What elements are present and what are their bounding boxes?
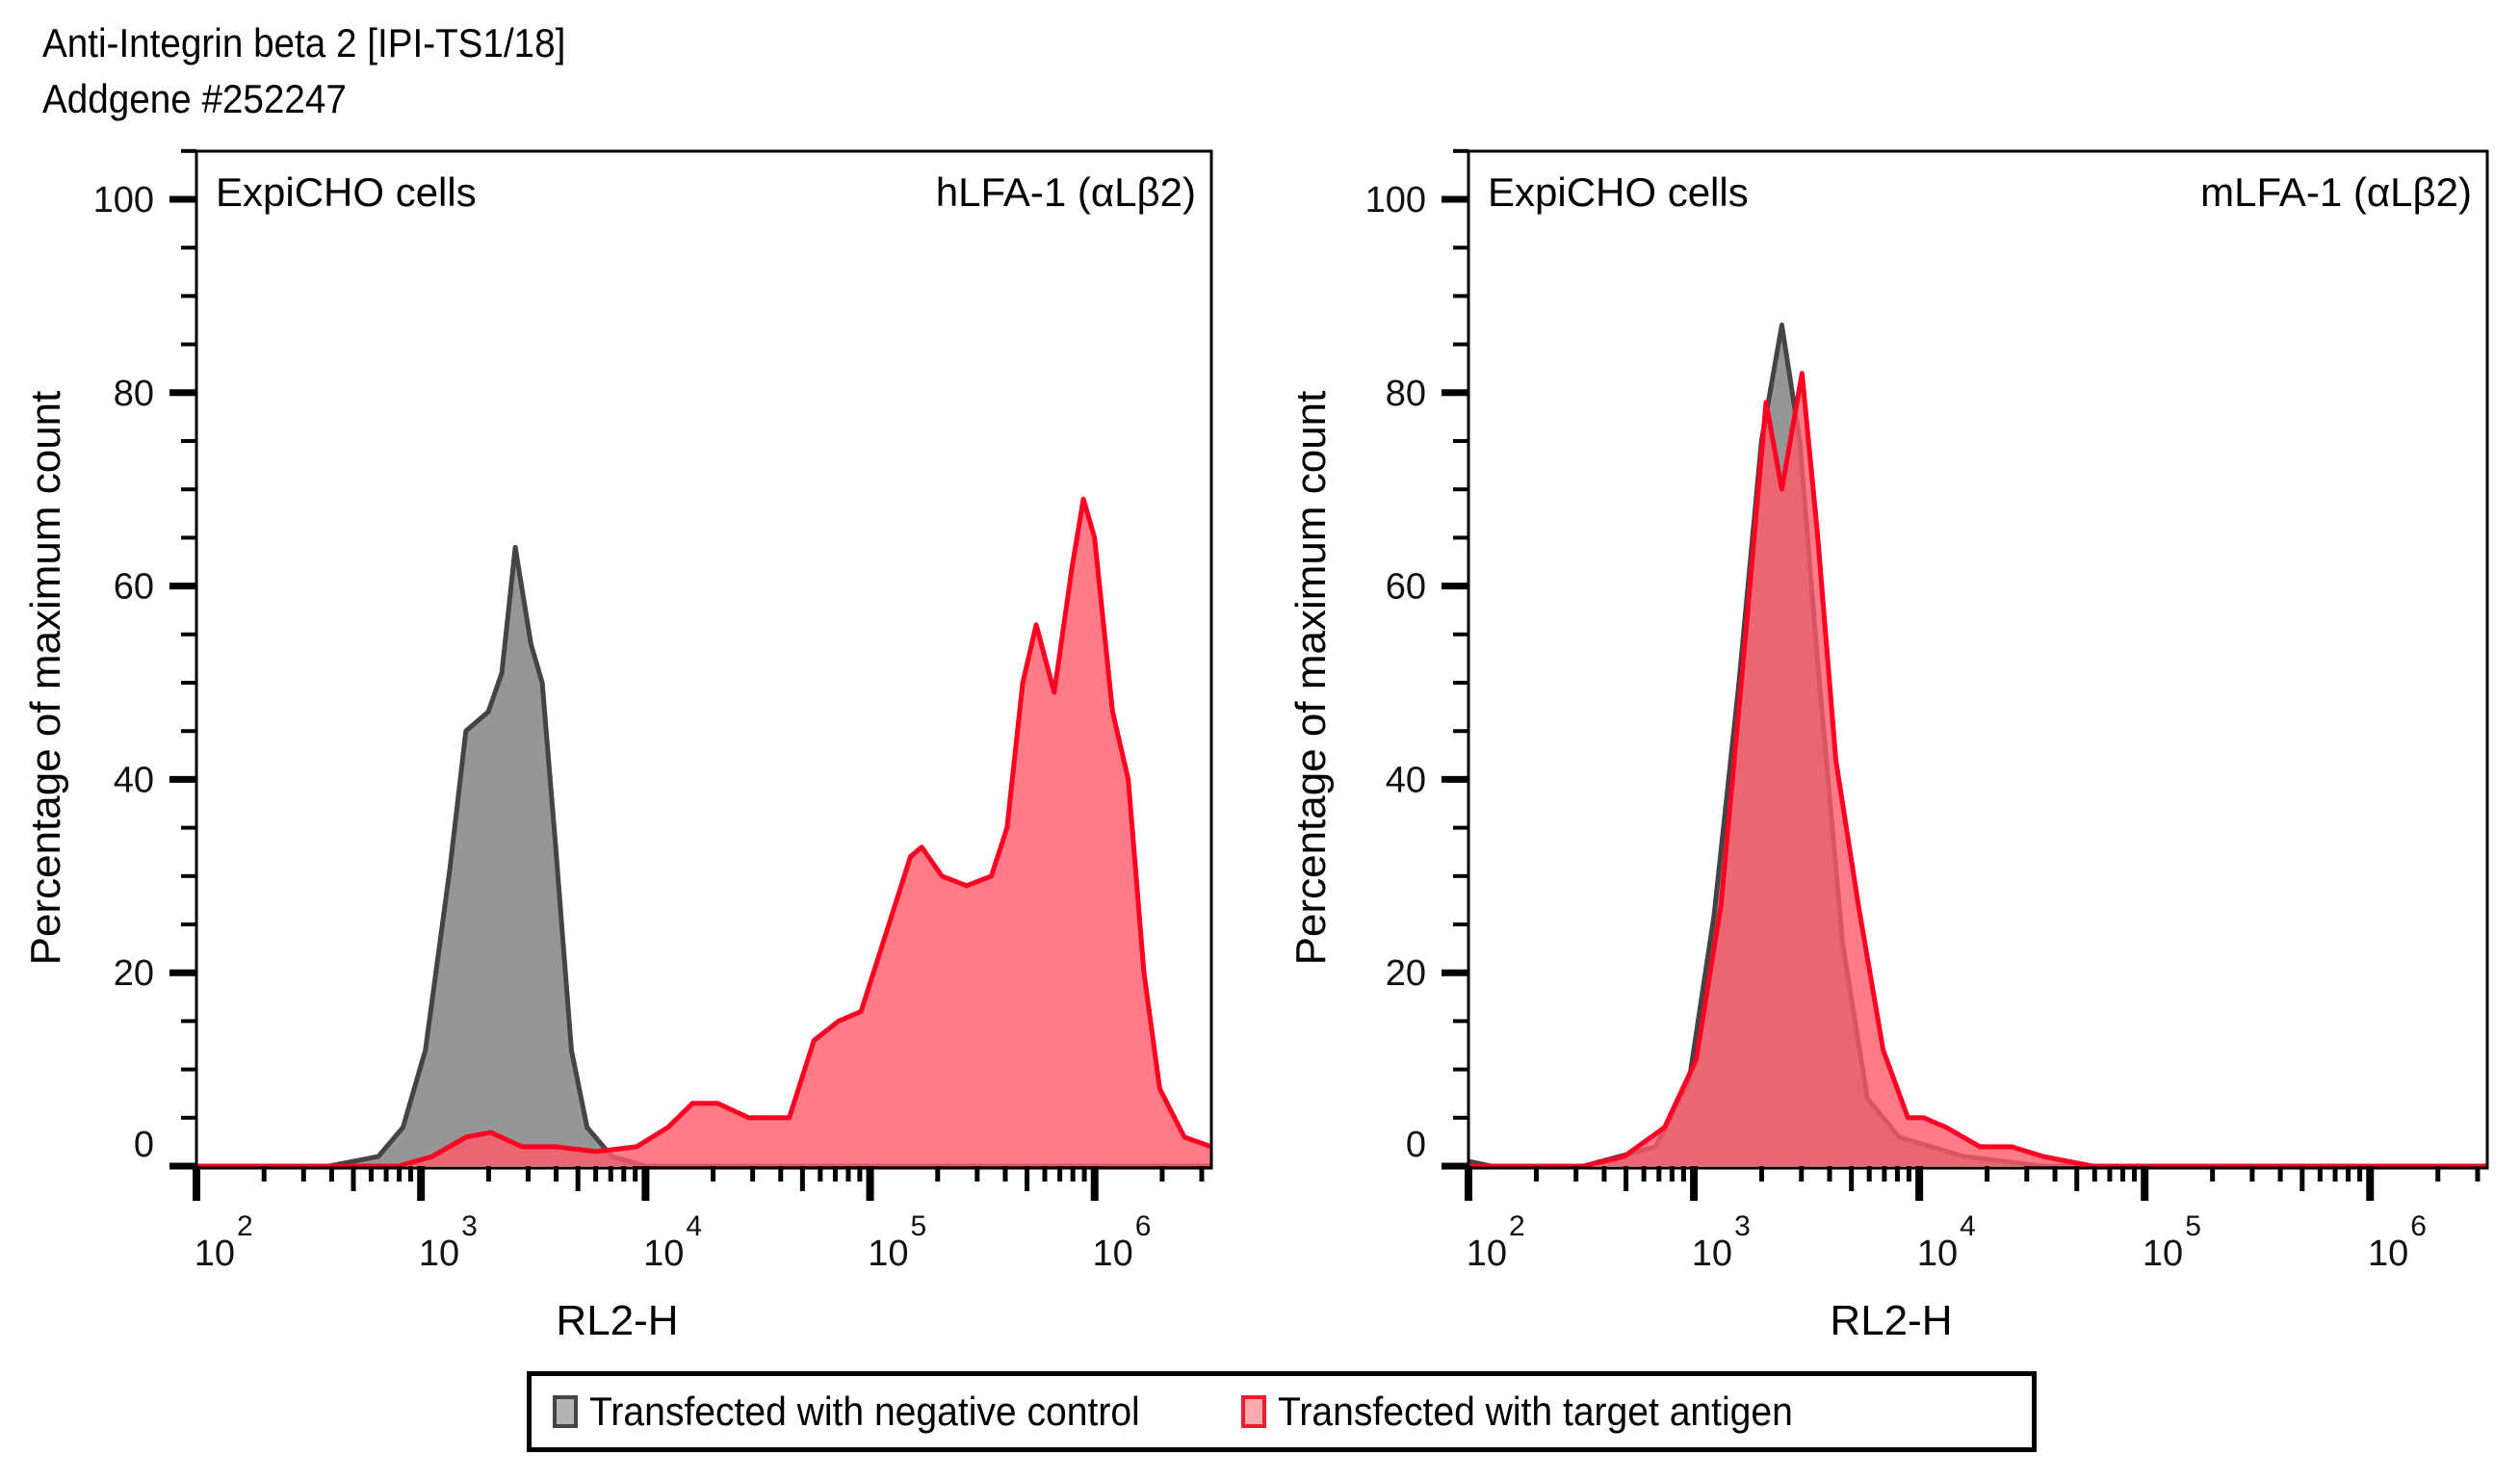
y-tick-label: 20: [1386, 953, 1426, 994]
x-tick-label-base: 10: [868, 1234, 908, 1274]
y-tick-label: 0: [1406, 1125, 1426, 1165]
legend-swatch-control: [553, 1395, 578, 1428]
legend-item-control: Transfected with negative control: [553, 1389, 1182, 1435]
y-tick-label: 60: [1386, 567, 1426, 608]
legend-swatch-target: [1240, 1395, 1266, 1428]
y-tick-label: 20: [114, 953, 154, 994]
series-line-target: [196, 496, 1212, 1169]
x-axis-title: RL2-H: [1830, 1297, 1952, 1344]
x-tick-label-base: 10: [1692, 1234, 1732, 1274]
x-tick-label-base: 10: [1092, 1234, 1132, 1274]
legend-label-control: Transfected with negative control: [589, 1389, 1140, 1434]
x-tick-label-exponent: 2: [237, 1210, 253, 1242]
figure-title: Anti-Integrin beta 2 [IPI-TS1/18]: [42, 20, 566, 65]
legend: Transfected with negative control Transf…: [527, 1371, 2037, 1452]
y-tick-label: 100: [1365, 180, 1426, 221]
series-area-control: [1468, 325, 2487, 1166]
panel-mlfa1: 020406080100102103104105106RL2-HPercenta…: [1287, 148, 2489, 1344]
y-tick-label: 100: [93, 180, 154, 221]
series-area-target: [1468, 373, 2487, 1166]
x-tick-label-exponent: 6: [2410, 1210, 2427, 1242]
x-tick-label-exponent: 4: [1960, 1210, 1976, 1242]
y-axis-title: Percentage of maximum count: [22, 391, 69, 966]
y-tick-label: 40: [114, 760, 154, 800]
y-tick-label: 40: [1386, 760, 1426, 800]
y-axis-title: Percentage of maximum count: [1287, 391, 1335, 966]
panel-hlfa1: 020406080100102103104105106RL2-HPercenta…: [22, 148, 1213, 1344]
target-label: mLFA-1 (αLβ2): [2200, 169, 2472, 215]
legend-item-target: Transfected with target antigen: [1240, 1389, 1832, 1435]
x-tick-label-base: 10: [1917, 1234, 1958, 1274]
x-axis-title: RL2-H: [556, 1297, 678, 1344]
series-line-control: [1468, 323, 2487, 1169]
y-tick-label: 60: [114, 567, 154, 608]
x-tick-label-base: 10: [2143, 1234, 2183, 1274]
x-tick-label-base: 10: [643, 1234, 684, 1274]
series-area-control: [196, 547, 1211, 1166]
x-tick-label-exponent: 6: [1135, 1210, 1152, 1242]
x-tick-label-exponent: 4: [686, 1210, 702, 1242]
y-tick-label: 80: [1386, 374, 1426, 414]
x-tick-label-exponent: 2: [1509, 1210, 1525, 1242]
x-tick-label-exponent: 3: [1734, 1210, 1751, 1242]
x-tick-label-exponent: 5: [2185, 1210, 2201, 1242]
target-label: hLFA-1 (αLβ2): [936, 169, 1196, 215]
plot-frame: [1467, 149, 2489, 1170]
series-line-target: [1468, 371, 2487, 1169]
x-tick-label-base: 10: [195, 1234, 235, 1274]
y-tick-label: 80: [114, 374, 154, 414]
cell-label: ExpiCHO cells: [1488, 169, 1749, 215]
x-tick-label-base: 10: [1467, 1234, 1507, 1274]
y-tick-label: 0: [134, 1125, 154, 1165]
figure-subtitle: Addgene #252247: [42, 76, 347, 121]
series-area-target: [196, 499, 1211, 1166]
legend-label-target: Transfected with target antigen: [1277, 1389, 1793, 1434]
plot-frame: [195, 149, 1213, 1170]
x-tick-label-exponent: 3: [461, 1210, 478, 1242]
x-tick-label-exponent: 5: [911, 1210, 927, 1242]
x-tick-label-base: 10: [2368, 1234, 2408, 1274]
x-tick-label-base: 10: [419, 1234, 459, 1274]
cell-label: ExpiCHO cells: [216, 169, 477, 215]
